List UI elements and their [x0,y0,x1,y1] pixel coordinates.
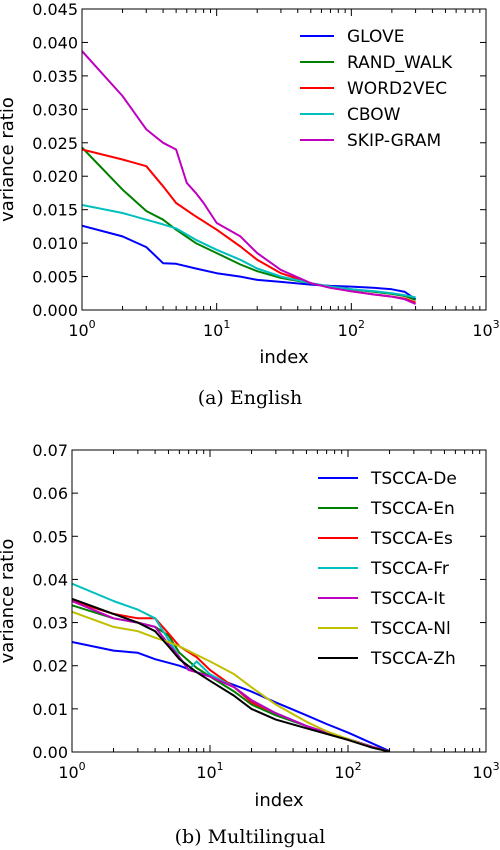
y-tick-label: 0.03 [32,614,68,633]
legend-label-word2vec: WORD2VEC [347,79,447,99]
legend-label-tscca-es: TSCCA-Es [370,529,453,549]
y-tick-label: 0.00 [32,743,68,762]
legend-label-tscca-de: TSCCA-De [370,469,457,489]
y-tick-label: 0.005 [32,268,78,287]
series-line-tscca-fr [72,582,390,752]
y-tick-label: 0.030 [32,100,78,119]
x-axis-label: index [254,790,304,811]
y-tick-label: 0.01 [32,700,68,719]
series-line-tscca-it [72,600,390,752]
x-tick-label: 101 [203,318,230,340]
legend-label-tscca-it: TSCCA-It [370,589,445,609]
series-line-tscca-es [72,600,390,752]
legend: TSCCA-De TSCCA-En TSCCA-Es TSCCA-Fr TSCCA-It… [318,469,457,669]
series-line-word2vec [82,148,416,304]
y-tick-label: 0.04 [32,570,68,589]
plot-area [72,582,390,752]
y-tick-label: 0.07 [32,441,68,460]
y-tick-label: 0.06 [32,484,68,503]
series-line-skip-gram [82,50,417,305]
chart-multilingual: 0.00 0.01 0.02 0.03 0.04 0.05 0.06 0.07 100 101 10… [0,441,500,811]
y-tick-label: 0.010 [32,234,78,253]
series-line-rand-walk [82,146,416,301]
x-tick-label: 103 [472,318,499,340]
y-tick-label: 0.015 [32,201,78,220]
legend-label-tscca-zh: TSCCA-Zh [370,649,456,669]
y-tick-label: 0.040 [32,33,78,52]
y-tick-label: 0.05 [32,527,68,546]
y-tick-label: 0.045 [32,0,78,19]
y-tick-label: 0.035 [32,67,78,86]
caption-english: (a) English [198,387,303,409]
legend-label-glove: GLOVE [347,27,405,47]
x-tick-label: 102 [338,318,365,340]
y-tick-label: 0.000 [32,301,78,320]
series-line-tscca-zh [72,597,390,752]
legend: GLOVE RAND_WALK WORD2VEC CBOW SKIP-GRAM [300,27,453,151]
plot-area [82,50,417,305]
legend-label-cbow: CBOW [347,105,401,125]
y-axis-label: variance ratio [0,539,18,664]
y-tick-label: 0.020 [32,167,78,186]
legend-label-tscca-nl: TSCCA-Nl [370,619,451,639]
x-tick-label: 102 [334,760,361,782]
legend-label-tscca-fr: TSCCA-Fr [370,559,449,579]
series-line-tscca-de [72,641,390,752]
series-line-tscca-nl [72,610,390,752]
legend-label-rand-walk: RAND_WALK [347,53,453,73]
x-tick-label: 100 [58,760,85,782]
y-axis-label: variance ratio [0,97,18,222]
y-tick-label: 0.02 [32,657,68,676]
legend-label-skip-gram: SKIP-GRAM [347,131,441,151]
legend-label-tscca-en: TSCCA-En [370,499,455,519]
axes-frame [81,8,487,311]
caption-multilingual: (b) Multilingual [175,826,326,848]
x-tick-label: 100 [68,318,95,340]
x-tick-label: 101 [196,760,223,782]
x-tick-label: 103 [472,760,499,782]
x-axis-label: index [259,347,309,368]
axes-frame [71,449,487,753]
series-line-glove [82,224,417,301]
y-tick-label: 0.025 [32,134,78,153]
series-line-cbow [82,204,416,299]
chart-english: 0.000 0.005 0.010 0.015 0.020 0.025 0.030 0.035… [0,0,500,368]
